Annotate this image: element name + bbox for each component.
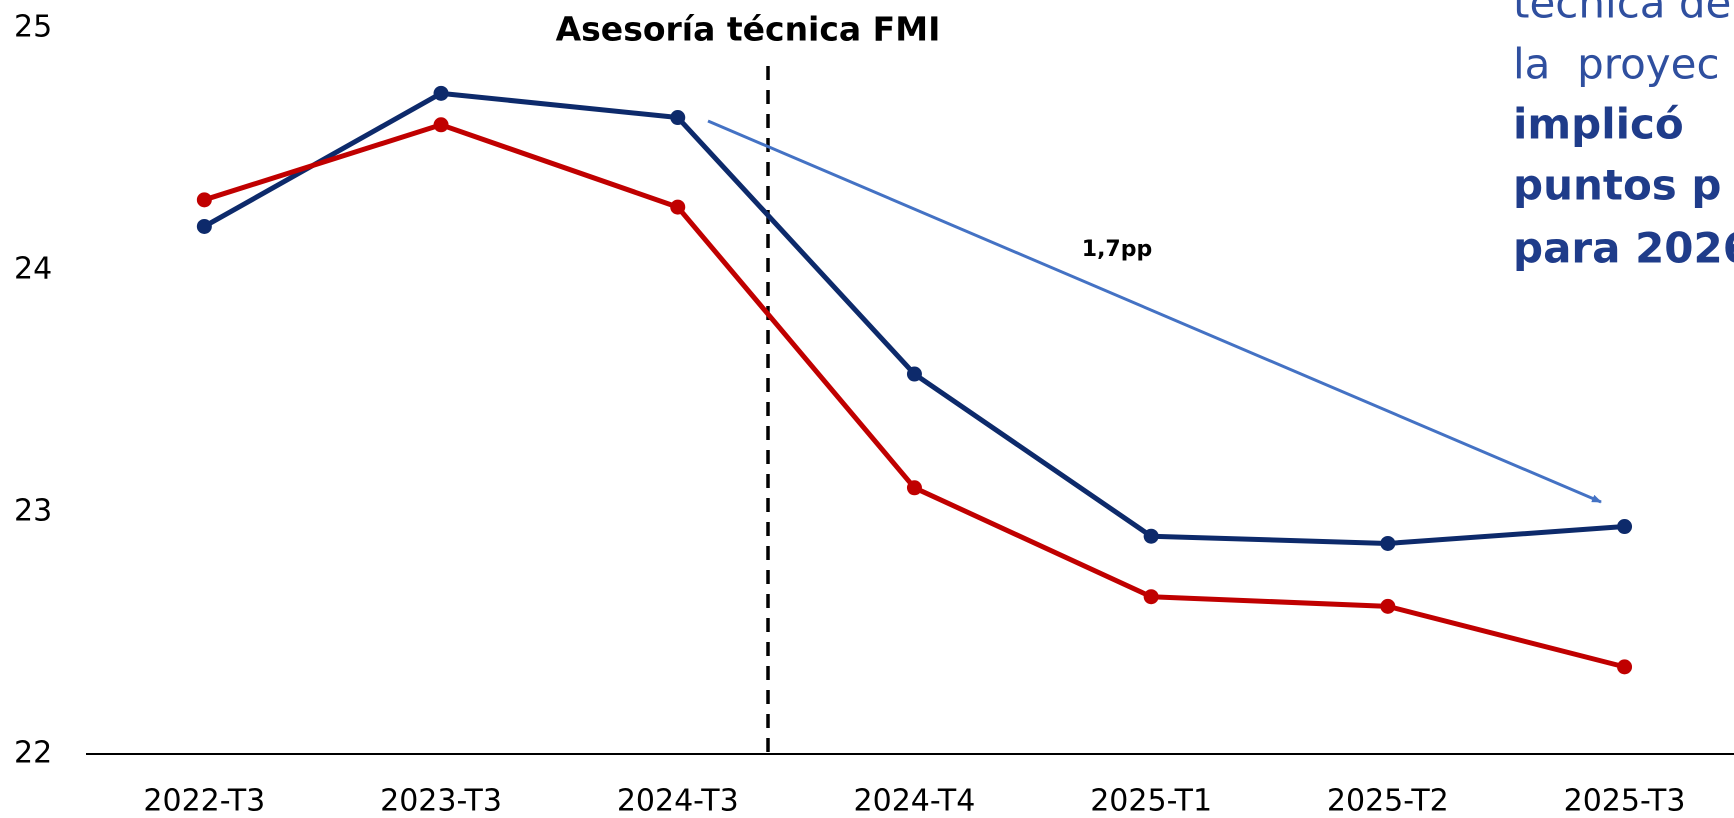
data-point — [1617, 519, 1633, 535]
x-tick-label: 2025-T3 — [1564, 784, 1686, 818]
data-point — [670, 199, 686, 215]
series-line — [203, 90, 1625, 546]
data-point — [1380, 535, 1396, 551]
data-point — [1143, 589, 1159, 605]
data-point — [433, 85, 449, 101]
data-point — [906, 366, 922, 382]
data-point — [1617, 659, 1633, 675]
y-tick-label: 24 — [14, 252, 52, 287]
x-tick-label: 2024-T4 — [854, 784, 976, 818]
data-point — [433, 117, 449, 133]
x-tick-label: 2022-T3 — [143, 784, 265, 818]
x-tick-label: 2024-T3 — [617, 784, 739, 818]
side-text: la proyec — [1513, 40, 1720, 89]
data-point — [1143, 528, 1159, 544]
data-point — [196, 218, 212, 234]
arrow — [707, 119, 1602, 504]
data-point — [906, 480, 922, 496]
side-text: técnica de — [1513, 0, 1731, 28]
x-tick-label: 2025-T2 — [1327, 784, 1449, 818]
y-tick-label: 25 — [14, 10, 52, 45]
side-text: puntos p — [1513, 161, 1721, 210]
side-text: implicó — [1513, 100, 1684, 149]
y-tick-label: 22 — [14, 736, 52, 771]
x-tick-label: 2023-T3 — [380, 784, 502, 818]
x-tick-label: 2025-T1 — [1090, 784, 1212, 818]
data-point — [196, 192, 212, 208]
data-point — [1380, 598, 1396, 614]
data-point — [670, 110, 686, 126]
annotation: Asesoría técnica FMI — [556, 10, 941, 49]
series-line — [203, 122, 1626, 670]
side-text: para 2026 — [1513, 224, 1734, 273]
y-tick-label: 23 — [14, 494, 52, 529]
annotation: 1,7pp — [1082, 237, 1152, 262]
